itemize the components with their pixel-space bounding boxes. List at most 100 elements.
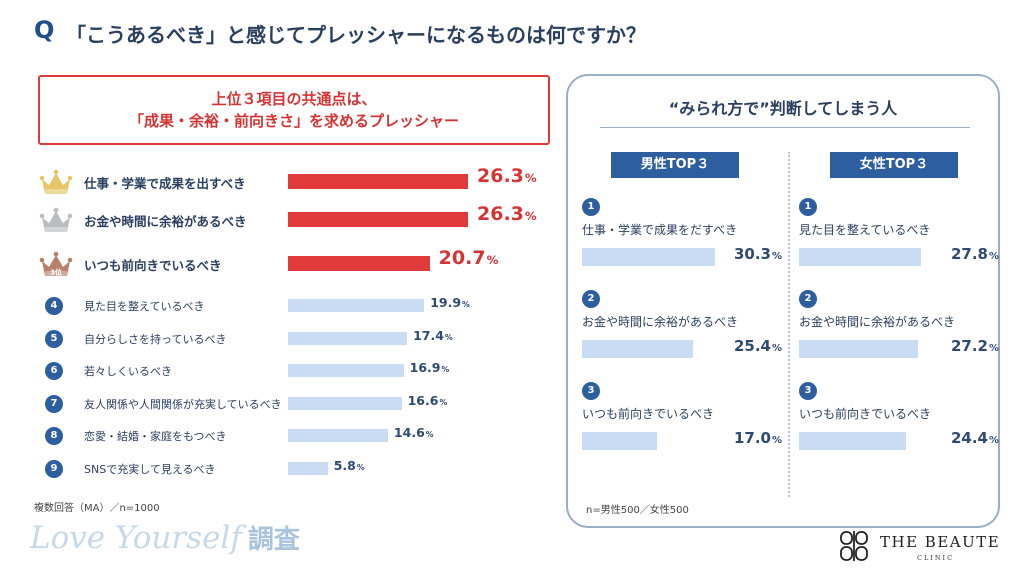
- top3-bar: [799, 340, 919, 358]
- rank-2-crown-icon: [39, 207, 73, 232]
- value-number: 17.0: [733, 429, 771, 447]
- ranking-label: 自分らしさを持っているべき: [84, 332, 227, 346]
- ranking-label: 恋愛・結婚・家庭をもつべき: [84, 430, 227, 443]
- highlight-line-2: 「成果・余裕・前向きさ」を求めるプレッシャー: [128, 112, 459, 130]
- value-number: 27.8: [950, 245, 988, 263]
- top3-bar: [582, 248, 715, 266]
- value-number: 25.4: [733, 337, 771, 355]
- ranking-value: 5.8%: [334, 458, 365, 473]
- top3-rank-badge: 1: [799, 198, 817, 216]
- ranking-label: 友人関係や人間関係が充実しているべき: [84, 397, 282, 411]
- ranking-row: 7 友人関係や人間関係が充実しているべき 16.6%: [38, 393, 548, 415]
- clinic-name: THE BEAUTE: [880, 533, 1001, 551]
- ranking-row: 8 恋愛・結婚・家庭をもつべき 14.6%: [38, 425, 548, 447]
- clinic-logo-icon: [840, 531, 868, 561]
- rank-number-badge: 6: [45, 362, 63, 380]
- top3-label: 見た目を整えているべき: [799, 223, 931, 237]
- panel-sample-note: n=男性500／女性500: [586, 505, 689, 516]
- rank-1-crown-icon: [39, 169, 73, 194]
- ranking-row: 4 見た目を整えているべき 19.9%: [38, 295, 548, 317]
- ranking-label: 若々しくいるべき: [84, 365, 172, 378]
- ranking-bar: [288, 212, 468, 227]
- female-top3-label: 女性TOP３: [830, 152, 958, 178]
- ranking-bar: [288, 364, 404, 377]
- rank-number-badge: 7: [45, 394, 63, 413]
- top3-value: 17.0%: [734, 429, 782, 447]
- value-number: 17.4: [413, 327, 444, 343]
- ranking-bar: [288, 174, 468, 189]
- value-number: 24.4: [950, 429, 988, 447]
- ranking-label: いつも前向きでいるべき: [84, 258, 222, 273]
- top3-bar: [582, 432, 657, 450]
- value-unit: %: [444, 332, 453, 342]
- top3-item: 1 見た目を整えているべき 27.8%: [799, 198, 999, 268]
- top3-rank-badge: 1: [582, 198, 600, 216]
- value-number: 27.2: [950, 337, 988, 355]
- survey-brand-kanji: 調査: [247, 525, 300, 555]
- top3-item: 3 いつも前向きでいるべき 24.4%: [799, 382, 999, 452]
- top3-value: 27.2%: [951, 337, 999, 355]
- panel-divider: [788, 152, 790, 497]
- ranking-bar: [288, 299, 425, 312]
- value-unit: %: [356, 462, 365, 472]
- rank-3-badge-text: 3位: [50, 268, 62, 277]
- value-unit: %: [988, 343, 999, 354]
- ranking-row: 5 自分らしさを持っているべき 17.4%: [38, 328, 548, 350]
- top3-label: いつも前向きでいるべき: [582, 407, 715, 421]
- ranking-bar: [288, 396, 402, 410]
- ranking-bar: [288, 429, 388, 442]
- top3-value: 24.4%: [951, 429, 999, 447]
- ranking-label: 仕事・学業で成果を出すべき: [84, 176, 246, 191]
- top3-value: 30.3%: [734, 245, 782, 263]
- ranking-row: 9 SNSで充実して見えるべき 5.8%: [38, 458, 548, 480]
- value-number: 5.8: [333, 457, 356, 473]
- panel-title: “みられ方で”判断してしまう人: [668, 99, 898, 118]
- survey-brand: Love Yourself 調査: [30, 519, 300, 556]
- ranking-value: 19.9%: [430, 295, 470, 310]
- ranking-value: 17.4%: [413, 328, 453, 343]
- top3-item: 3 いつも前向きでいるべき 17.0%: [582, 382, 782, 452]
- rank-number-badge: 4: [45, 297, 63, 315]
- ranking-label: 見た目を整えているべき: [84, 300, 205, 313]
- top3-item: 2 お金や時間に余裕があるべき 27.2%: [799, 290, 999, 360]
- clinic-subtitle: CLINIC: [917, 554, 955, 562]
- top3-bar: [799, 248, 922, 266]
- value-unit: %: [524, 171, 537, 185]
- ranking-value: 16.9%: [410, 360, 450, 375]
- rank-number-badge: 5: [45, 329, 63, 348]
- top3-label: お金や時間に余裕があるべき: [582, 315, 739, 329]
- ranking-value: 20.7%: [439, 247, 499, 269]
- male-top3-label: 男性TOP３: [611, 152, 739, 178]
- ranking-value: 14.6%: [394, 425, 434, 440]
- value-unit: %: [439, 397, 448, 407]
- top3-bar: [799, 432, 907, 450]
- rank-3-crown-icon: 3位: [39, 251, 73, 277]
- appearance-panel: [566, 74, 1000, 528]
- highlight-box: 上位３項目の共通点は、 「成果・余裕・前向きさ」を求めるプレッシャー: [38, 75, 550, 145]
- top3-rank-badge: 3: [799, 382, 817, 400]
- top3-label: お金や時間に余裕があるべき: [799, 315, 956, 329]
- value-unit: %: [486, 253, 499, 267]
- value-unit: %: [441, 365, 450, 374]
- question-marker: Q: [34, 16, 55, 44]
- page-title: 「こうあるべき」と感じてプレッシャーになるものは何ですか？: [66, 23, 646, 47]
- ranking-label: SNSで充実して見えるべき: [84, 462, 216, 476]
- value-number: 26.3: [477, 203, 524, 225]
- ranking-bar: [288, 256, 430, 271]
- survey-brand-name: Love Yourself: [30, 520, 242, 556]
- ranking-row: 3位 いつも前向きでいるべき 20.7%: [38, 247, 548, 280]
- value-unit: %: [988, 435, 999, 446]
- ranking-bar: [288, 331, 408, 345]
- top3-value: 25.4%: [734, 337, 782, 355]
- top3-rank-badge: 2: [582, 290, 600, 308]
- value-unit: %: [462, 300, 470, 309]
- value-number: 26.3: [477, 165, 524, 187]
- top3-value: 27.8%: [951, 245, 999, 263]
- rank-number-badge: 8: [45, 427, 63, 445]
- top3-label: いつも前向きでいるべき: [799, 407, 932, 421]
- ranking-label: お金や時間に余裕があるべき: [84, 214, 247, 229]
- top3-rank-badge: 3: [582, 382, 600, 400]
- value-unit: %: [425, 430, 434, 439]
- ranking-row: お金や時間に余裕があるべき 26.3%: [38, 203, 548, 236]
- value-number: 20.7: [438, 247, 486, 269]
